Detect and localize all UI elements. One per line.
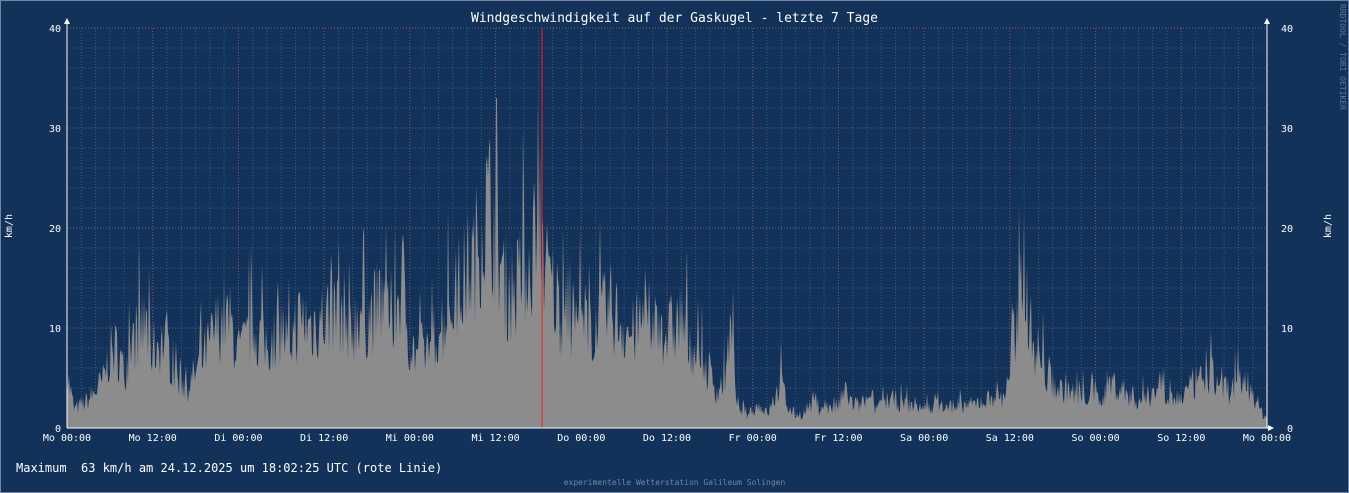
x-tick-label: Do 00:00 bbox=[557, 433, 605, 444]
y-axis-label-right: km/h bbox=[1323, 214, 1334, 239]
y-tick-label-left: 20 bbox=[49, 224, 61, 235]
axes bbox=[64, 18, 1274, 431]
y-tick-label-left: 30 bbox=[49, 124, 61, 135]
maximum-legend: Maximum 63 km/h am 24.12.2025 um 18:02:2… bbox=[16, 461, 443, 475]
y-axis-arrow-left bbox=[64, 18, 70, 24]
x-tick-label: Di 00:00 bbox=[214, 433, 262, 444]
y-axis-arrow-right bbox=[1264, 18, 1270, 24]
y-tick-label-left: 10 bbox=[49, 324, 61, 335]
y-tick-label-right: 10 bbox=[1281, 324, 1293, 335]
x-tick-label: Mi 12:00 bbox=[471, 433, 519, 444]
x-tick-label: So 00:00 bbox=[1071, 433, 1119, 444]
x-tick-label: Di 12:00 bbox=[300, 433, 348, 444]
chart-title: Windgeschwindigkeit auf der Gaskugel - l… bbox=[471, 11, 878, 26]
y-tick-label-right: 40 bbox=[1281, 24, 1293, 35]
y-tick-label-right: 30 bbox=[1281, 124, 1293, 135]
y-tick-label-left: 0 bbox=[55, 424, 61, 435]
x-tick-label: Fr 12:00 bbox=[814, 433, 862, 444]
x-tick-label: Mo 00:00 bbox=[43, 433, 91, 444]
x-axis-arrow bbox=[1268, 425, 1274, 431]
y-tick-label-left: 40 bbox=[49, 24, 61, 35]
rrdtool-watermark: RRDTOOL / TOBI OETIKER bbox=[1338, 4, 1347, 110]
station-credit: experimentelle Wetterstation Galileum So… bbox=[563, 478, 786, 487]
wind-speed-area bbox=[67, 98, 1267, 428]
x-tick-label: Do 12:00 bbox=[643, 433, 691, 444]
tick-labels: 0 0 10 10 20 20 30 30 40 40 Mo 00:00 Mo 12:00 Di 00:… bbox=[43, 24, 1293, 444]
x-tick-label: Fr 00:00 bbox=[729, 433, 777, 444]
y-tick-label-right: 20 bbox=[1281, 224, 1293, 235]
x-tick-label: So 12:00 bbox=[1157, 433, 1205, 444]
y-tick-label-right: 0 bbox=[1287, 424, 1293, 435]
x-tick-label: Mi 00:00 bbox=[386, 433, 434, 444]
x-tick-label: Sa 00:00 bbox=[900, 433, 948, 444]
x-tick-label: Mo 00:00 bbox=[1243, 433, 1291, 444]
data-area-layer bbox=[67, 98, 1267, 428]
x-tick-label: Sa 12:00 bbox=[986, 433, 1034, 444]
x-tick-label: Mo 12:00 bbox=[129, 433, 177, 444]
y-axis-label-left: km/h bbox=[4, 214, 15, 239]
